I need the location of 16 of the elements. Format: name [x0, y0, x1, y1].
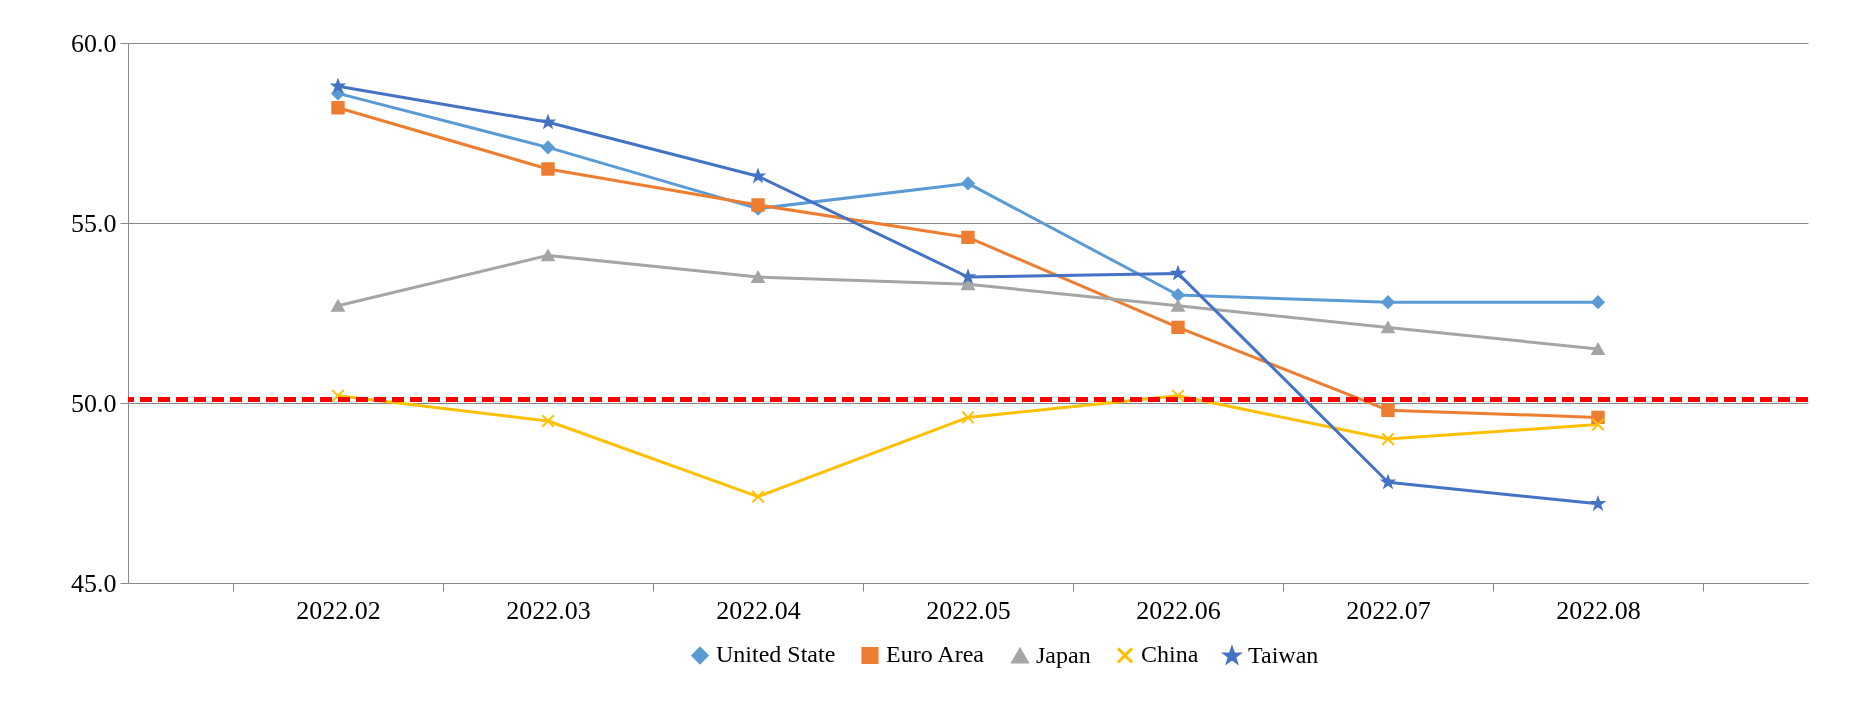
- y-tick-label: 60.0: [71, 28, 117, 58]
- legend-label: United State: [716, 641, 836, 668]
- x-tick-label: 2022.06: [1136, 595, 1221, 625]
- legend-label: Euro Area: [886, 641, 985, 668]
- x-tick-label: 2022.04: [716, 595, 801, 625]
- legend-label: China: [1141, 641, 1199, 668]
- x-tick-label: 2022.07: [1346, 595, 1431, 625]
- legend-label: Taiwan: [1248, 642, 1319, 668]
- x-tick-label: 2022.02: [296, 595, 381, 625]
- x-tick-label: 2022.05: [926, 595, 1011, 625]
- y-tick-label: 55.0: [71, 208, 117, 238]
- y-tick-label: 50.0: [71, 388, 117, 418]
- legend-label: Japan: [1036, 641, 1091, 668]
- x-tick-label: 2022.08: [1556, 595, 1641, 625]
- x-tick-label: 2022.03: [506, 595, 591, 625]
- y-tick-label: 45.0: [71, 568, 117, 598]
